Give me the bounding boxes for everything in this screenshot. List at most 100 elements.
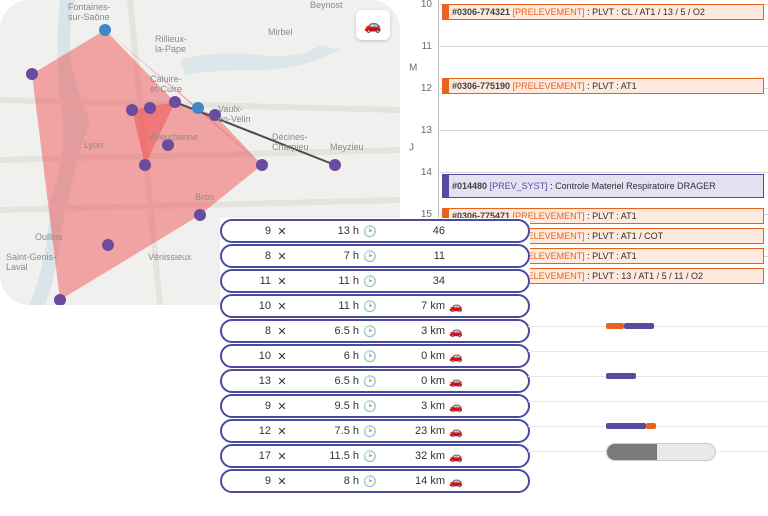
car-icon: 🚗 bbox=[448, 475, 464, 488]
clock-icon: 🕑 bbox=[362, 325, 378, 338]
car-icon: 🚗 bbox=[448, 425, 464, 438]
clock-icon: 🕑 bbox=[362, 300, 378, 313]
capsule-distance: 0 km bbox=[378, 375, 448, 387]
capsule-count: 9 bbox=[230, 475, 274, 487]
gantt-segment bbox=[606, 323, 624, 329]
capsule-distance: 0 km bbox=[378, 350, 448, 362]
car-icon: 🚗 bbox=[448, 350, 464, 363]
capsule-duration: 8 h bbox=[290, 475, 362, 487]
event-text: #0306-775190 [PRELEVEMENT] : PLVT : AT1 bbox=[452, 81, 637, 91]
hour-label: 11 bbox=[410, 41, 432, 52]
route-capsule[interactable]: 17✕11.5 h🕑32 km🚗 bbox=[220, 444, 530, 468]
cutlery-icon: ✕ bbox=[274, 375, 290, 388]
route-capsule[interactable]: 9✕9.5 h🕑3 km🚗 bbox=[220, 394, 530, 418]
clock-icon: 🕑 bbox=[362, 275, 378, 288]
gantt-segment bbox=[624, 323, 654, 329]
route-capsule[interactable]: 9✕8 h🕑14 km🚗 bbox=[220, 469, 530, 493]
route-capsule[interactable]: 12✕7.5 h🕑23 km🚗 bbox=[220, 419, 530, 443]
car-icon: 🚗 bbox=[364, 17, 381, 34]
clock-icon: 🕑 bbox=[362, 425, 378, 438]
capsule-distance: 23 km bbox=[378, 425, 448, 437]
svg-text:Vaulx-: Vaulx- bbox=[218, 104, 243, 114]
svg-text:Fontaines-: Fontaines- bbox=[68, 2, 111, 12]
svg-text:Vénissieux: Vénissieux bbox=[148, 252, 192, 262]
svg-text:Mirbel: Mirbel bbox=[268, 27, 293, 37]
hour-line bbox=[438, 172, 768, 173]
svg-text:Beynost: Beynost bbox=[310, 0, 343, 10]
hour-label: 12 bbox=[410, 83, 432, 94]
capsule-list: 9✕13 h🕑468✕7 h🕑1111✕11 h🕑3410✕11 h🕑7 km🚗… bbox=[220, 218, 530, 494]
capsule-duration: 11.5 h bbox=[290, 450, 362, 462]
cutlery-icon: ✕ bbox=[274, 275, 290, 288]
capsule-count: 10 bbox=[230, 350, 274, 362]
capsule-distance: 14 km bbox=[378, 475, 448, 487]
capsule-duration: 6 h bbox=[290, 350, 362, 362]
capsule-duration: 11 h bbox=[290, 300, 362, 312]
event-text: #0306-774321 [PRELEVEMENT] : PLVT : CL /… bbox=[452, 7, 705, 17]
svg-text:la-Pape: la-Pape bbox=[155, 44, 186, 54]
schedule-event[interactable]: #0306-774321 [PRELEVEMENT] : PLVT : CL /… bbox=[442, 4, 764, 20]
gantt-pill[interactable] bbox=[606, 443, 716, 461]
capsule-distance: 3 km bbox=[378, 400, 448, 412]
svg-text:Caluire-: Caluire- bbox=[150, 74, 182, 84]
car-icon: 🚗 bbox=[448, 450, 464, 463]
route-capsule[interactable]: 8✕7 h🕑11 bbox=[220, 244, 530, 268]
capsule-duration: 9.5 h bbox=[290, 400, 362, 412]
cutlery-icon: ✕ bbox=[274, 425, 290, 438]
cutlery-icon: ✕ bbox=[274, 450, 290, 463]
route-capsule[interactable]: 10✕6 h🕑0 km🚗 bbox=[220, 344, 530, 368]
clock-icon: 🕑 bbox=[362, 375, 378, 388]
day-label: J bbox=[409, 143, 414, 154]
gantt-panel bbox=[528, 306, 768, 516]
schedule-event[interactable]: #0306-775190 [PRELEVEMENT] : PLVT : AT1 bbox=[442, 78, 764, 94]
capsule-count: 9 bbox=[230, 225, 274, 237]
gantt-segment bbox=[606, 373, 636, 379]
clock-icon: 🕑 bbox=[362, 225, 378, 238]
car-icon: 🚗 bbox=[448, 300, 464, 313]
capsule-distance: 7 km bbox=[378, 300, 448, 312]
svg-text:sur-Saône: sur-Saône bbox=[68, 12, 110, 22]
svg-text:et-Cuire: et-Cuire bbox=[150, 84, 182, 94]
gantt-line bbox=[528, 376, 768, 377]
svg-text:Villeurbanne: Villeurbanne bbox=[148, 132, 198, 142]
svg-text:Lyon: Lyon bbox=[84, 140, 103, 150]
event-text: #014480 [PREV_SYST] : Controle Materiel … bbox=[452, 181, 716, 191]
event-accent bbox=[443, 175, 449, 197]
capsule-count: 13 bbox=[230, 375, 274, 387]
svg-text:Charpieu: Charpieu bbox=[272, 142, 309, 152]
car-icon: 🚗 bbox=[448, 375, 464, 388]
car-icon: 🚗 bbox=[448, 325, 464, 338]
hour-line bbox=[438, 130, 768, 131]
route-capsule[interactable]: 8✕6.5 h🕑3 km🚗 bbox=[220, 319, 530, 343]
capsule-count: 8 bbox=[230, 325, 274, 337]
svg-text:Laval: Laval bbox=[6, 262, 28, 272]
svg-text:Décines-: Décines- bbox=[272, 132, 308, 142]
route-capsule[interactable]: 9✕13 h🕑46 bbox=[220, 219, 530, 243]
capsule-duration: 7 h bbox=[290, 250, 362, 262]
map-mode-button[interactable]: 🚗 bbox=[356, 10, 390, 40]
schedule-event[interactable]: #014480 [PREV_SYST] : Controle Materiel … bbox=[442, 174, 764, 198]
capsule-count: 9 bbox=[230, 400, 274, 412]
capsule-count: 12 bbox=[230, 425, 274, 437]
clock-icon: 🕑 bbox=[362, 350, 378, 363]
svg-text:en-Velin: en-Velin bbox=[218, 114, 251, 124]
clock-icon: 🕑 bbox=[362, 250, 378, 263]
day-label: M bbox=[409, 63, 417, 74]
route-capsule[interactable]: 13✕6.5 h🕑0 km🚗 bbox=[220, 369, 530, 393]
event-accent bbox=[443, 79, 449, 93]
capsule-duration: 13 h bbox=[290, 225, 362, 237]
cutlery-icon: ✕ bbox=[274, 250, 290, 263]
svg-text:Bron: Bron bbox=[195, 192, 214, 202]
cutlery-icon: ✕ bbox=[274, 300, 290, 313]
event-accent bbox=[443, 5, 449, 19]
capsule-distance: 46 bbox=[378, 225, 448, 237]
clock-icon: 🕑 bbox=[362, 400, 378, 413]
route-capsule[interactable]: 11✕11 h🕑34 bbox=[220, 269, 530, 293]
capsule-count: 8 bbox=[230, 250, 274, 262]
capsule-duration: 6.5 h bbox=[290, 375, 362, 387]
svg-text:Saint-Genis-: Saint-Genis- bbox=[6, 252, 56, 262]
capsule-count: 10 bbox=[230, 300, 274, 312]
hour-line bbox=[438, 46, 768, 47]
capsule-count: 11 bbox=[230, 275, 274, 287]
route-capsule[interactable]: 10✕11 h🕑7 km🚗 bbox=[220, 294, 530, 318]
